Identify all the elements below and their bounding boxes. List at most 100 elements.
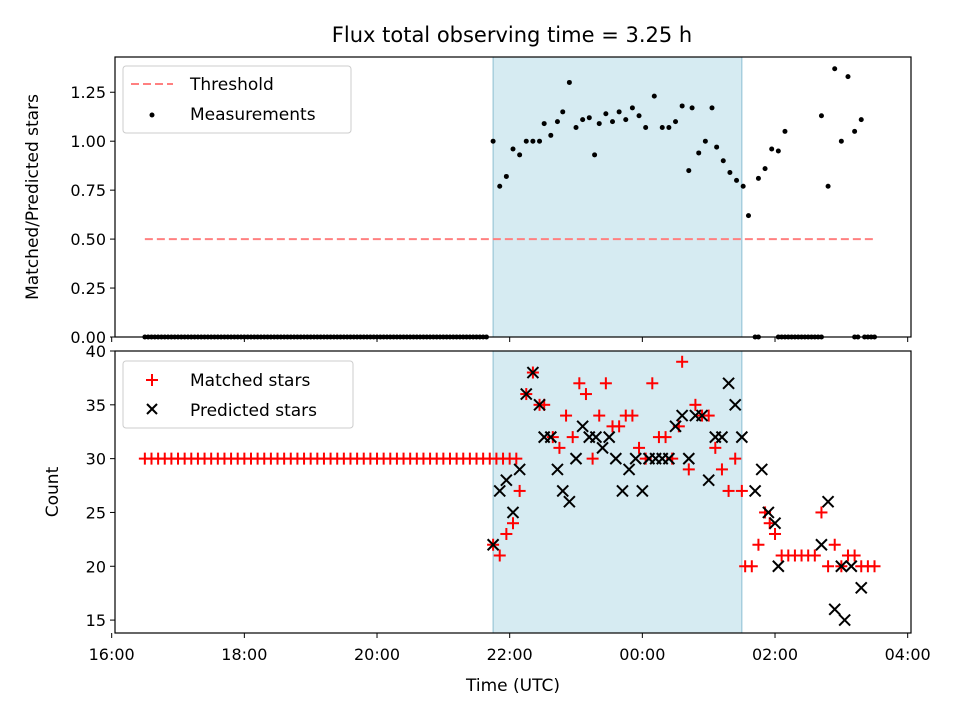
predicted-star-mark-b bbox=[551, 463, 564, 476]
predicted-star-mark-b bbox=[533, 398, 546, 412]
predicted-star-point bbox=[576, 420, 589, 433]
predicted-star-mark-b bbox=[845, 560, 858, 573]
matched-star-point bbox=[646, 377, 659, 390]
predicted-star-point bbox=[762, 506, 775, 519]
predicted-star-point bbox=[715, 430, 729, 444]
measurement-point bbox=[530, 138, 536, 144]
measurement-point bbox=[636, 113, 642, 119]
bottom-legend-box bbox=[122, 360, 354, 429]
predicted-star-mark-b bbox=[835, 560, 848, 573]
measurement-point bbox=[775, 148, 781, 154]
predicted-star-mark-b bbox=[500, 473, 513, 487]
matched-star-point bbox=[689, 398, 702, 411]
measurement-point bbox=[696, 150, 702, 156]
matched-star-point bbox=[493, 549, 506, 562]
bottom-y-tick-label: 30 bbox=[86, 450, 106, 469]
matched-star-point bbox=[566, 431, 579, 444]
chart-title: Flux total observing time = 3.25 h bbox=[332, 23, 692, 47]
measurement-point bbox=[623, 117, 629, 123]
bottom-y-tick-label: 20 bbox=[86, 557, 106, 576]
predicted-star-point bbox=[828, 603, 841, 616]
top-y-tick-label: 1.25 bbox=[70, 83, 106, 102]
matched-star-point bbox=[579, 388, 592, 401]
predicted-star-point bbox=[622, 463, 636, 476]
matched-star-point bbox=[546, 431, 559, 444]
measurement-point bbox=[734, 177, 740, 183]
measurement-point bbox=[755, 175, 761, 181]
bottom-plot-frame bbox=[114, 350, 912, 634]
predicted-star-mark-b bbox=[762, 506, 775, 519]
top-plot-frame bbox=[114, 56, 912, 338]
predicted-star-mark-b bbox=[675, 409, 689, 422]
predicted-star-mark-b bbox=[669, 420, 682, 433]
predicted-star-point bbox=[722, 377, 735, 390]
matched-star-point bbox=[507, 517, 519, 530]
bottom-shaded-region bbox=[492, 350, 743, 634]
bottom-y-axis-label: Count bbox=[43, 466, 63, 517]
measurement-point bbox=[580, 117, 586, 123]
measurement-point bbox=[673, 119, 679, 125]
predicted-star-point bbox=[533, 398, 546, 412]
predicted-star-point bbox=[702, 473, 715, 487]
legend-threshold-label: Threshold bbox=[189, 75, 274, 95]
matched-star-point bbox=[633, 441, 646, 454]
matched-star-point bbox=[715, 463, 728, 476]
predicted-star-point bbox=[616, 484, 629, 498]
measurement-point bbox=[503, 173, 509, 179]
measurement-point bbox=[740, 183, 746, 189]
matched-star-point bbox=[586, 452, 599, 465]
matched-star-point bbox=[613, 420, 626, 433]
measurement-point bbox=[541, 121, 547, 127]
legend-matched-swatch bbox=[146, 374, 158, 386]
predicted-star-mark-b bbox=[772, 560, 785, 573]
bottom-y-tick-label: 40 bbox=[86, 342, 106, 361]
predicted-star-point bbox=[838, 613, 851, 627]
matched-star-point bbox=[729, 452, 742, 465]
measurement-point bbox=[490, 138, 496, 144]
bottom-x-axis: 16:00 18:00 20:00 22:00 00:00 02:00 04:00 bbox=[89, 633, 931, 664]
predicted-star-point bbox=[636, 484, 649, 498]
predicted-star-point bbox=[493, 484, 506, 498]
predicted-star-point bbox=[629, 452, 642, 465]
predicted-star-mark-b bbox=[506, 506, 520, 519]
predicted-star-point bbox=[596, 441, 609, 455]
predicted-star-mark-b bbox=[729, 398, 742, 412]
predicted-star-mark-b bbox=[544, 430, 558, 444]
x-tick-label: 04:00 bbox=[885, 645, 931, 664]
predicted-star-mark-b bbox=[629, 452, 642, 465]
predicted-star-point bbox=[569, 452, 583, 465]
bottom-y-tick-label: 35 bbox=[86, 396, 106, 415]
predicted-star-point bbox=[526, 366, 540, 379]
predicted-star-point bbox=[755, 463, 768, 476]
measurement-point bbox=[679, 103, 685, 109]
bottom-panel: 15 20 25 30 35 40 16:00 18:00 20:00 22:00 00:00 02… bbox=[43, 342, 931, 696]
matched-star-point bbox=[815, 506, 828, 519]
matched-star-point bbox=[808, 549, 821, 562]
legend-predicted-label: Predicted stars bbox=[190, 401, 317, 421]
predicted-star-point bbox=[695, 409, 709, 422]
top-y-tick-label: 0.25 bbox=[70, 279, 106, 298]
predicted-star-point bbox=[845, 560, 858, 573]
measurement-point bbox=[782, 128, 788, 134]
matched-star-point bbox=[702, 409, 715, 422]
predicted-star-point bbox=[500, 473, 513, 487]
predicted-star-mark-b bbox=[662, 452, 676, 465]
predicted-star-mark-b bbox=[493, 484, 506, 498]
measurement-point bbox=[497, 183, 503, 189]
predicted-star-mark-b bbox=[602, 430, 616, 444]
predicted-star-point bbox=[729, 398, 742, 412]
matched-star-point bbox=[500, 527, 513, 540]
predicted-star-point bbox=[609, 452, 623, 465]
measurement-point bbox=[629, 105, 635, 111]
predicted-star-mark-b bbox=[821, 495, 835, 508]
matched-star-point bbox=[822, 560, 835, 573]
matched-star-point bbox=[513, 484, 526, 497]
top-y-axis-label: Matched/Predicted stars bbox=[23, 94, 43, 300]
matched-star-point bbox=[848, 549, 861, 562]
predicted-star-mark-b bbox=[695, 409, 709, 422]
predicted-star-point bbox=[835, 560, 848, 573]
measurement-point bbox=[852, 128, 858, 134]
predicted-star-point bbox=[556, 484, 569, 498]
top-shaded-region bbox=[492, 56, 743, 338]
predicted-star-point bbox=[855, 581, 868, 595]
